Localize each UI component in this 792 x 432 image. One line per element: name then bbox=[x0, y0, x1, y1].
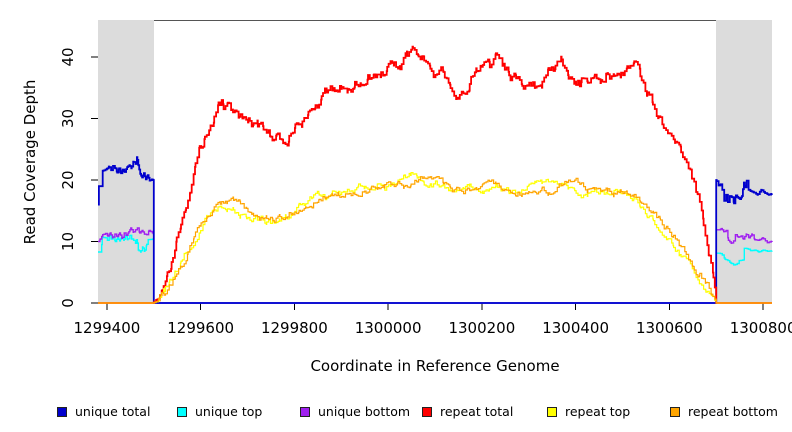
legend-item: unique bottom bbox=[300, 403, 410, 421]
masked-region bbox=[98, 20, 154, 304]
y-tick-label: 30 bbox=[59, 109, 77, 128]
y-tick-label: 10 bbox=[59, 232, 77, 251]
legend-swatch-icon bbox=[670, 407, 680, 417]
series-unique-total bbox=[98, 156, 773, 304]
y-axis-title: Read Coverage Depth bbox=[21, 79, 39, 245]
masked-region bbox=[716, 20, 772, 304]
legend-swatch-icon bbox=[177, 407, 187, 417]
legend-item: repeat bottom bbox=[670, 403, 778, 421]
y-tick-label: 40 bbox=[59, 47, 77, 66]
legend: unique total unique top unique bottom repea… bbox=[0, 403, 792, 425]
legend-label: unique total bbox=[75, 404, 151, 419]
legend-label: repeat bottom bbox=[688, 404, 778, 419]
x-tick-label: 1299600 bbox=[167, 319, 234, 337]
legend-swatch-icon bbox=[422, 407, 432, 417]
series-repeat-top bbox=[98, 172, 772, 304]
x-tick-label: 1300600 bbox=[636, 319, 703, 337]
x-tick-label: 1299400 bbox=[73, 319, 140, 337]
x-tick-label: 1300800 bbox=[730, 319, 792, 337]
legend-label: repeat top bbox=[565, 404, 631, 419]
plot-frame bbox=[98, 20, 772, 304]
y-tick-label: 0 bbox=[59, 298, 77, 308]
legend-label: unique bottom bbox=[318, 404, 411, 419]
legend-item: unique top bbox=[177, 403, 262, 421]
legend-item: unique total bbox=[57, 403, 150, 421]
legend-item: repeat total bbox=[422, 403, 513, 421]
legend-item: repeat top bbox=[547, 403, 630, 421]
legend-swatch-icon bbox=[57, 407, 67, 417]
legend-label: repeat total bbox=[440, 404, 514, 419]
x-tick-label: 1300200 bbox=[448, 319, 515, 337]
x-axis-title: Coordinate in Reference Genome bbox=[310, 357, 560, 375]
x-tick-label: 1300400 bbox=[542, 319, 609, 337]
x-tick-label: 1299800 bbox=[261, 319, 328, 337]
series-repeat-bottom bbox=[98, 176, 772, 304]
y-tick-label: 20 bbox=[59, 170, 77, 189]
legend-swatch-icon bbox=[300, 407, 310, 417]
series-repeat-total bbox=[98, 45, 772, 304]
legend-label: unique top bbox=[195, 404, 263, 419]
x-tick-label: 1300000 bbox=[355, 319, 422, 337]
legend-swatch-icon bbox=[547, 407, 557, 417]
